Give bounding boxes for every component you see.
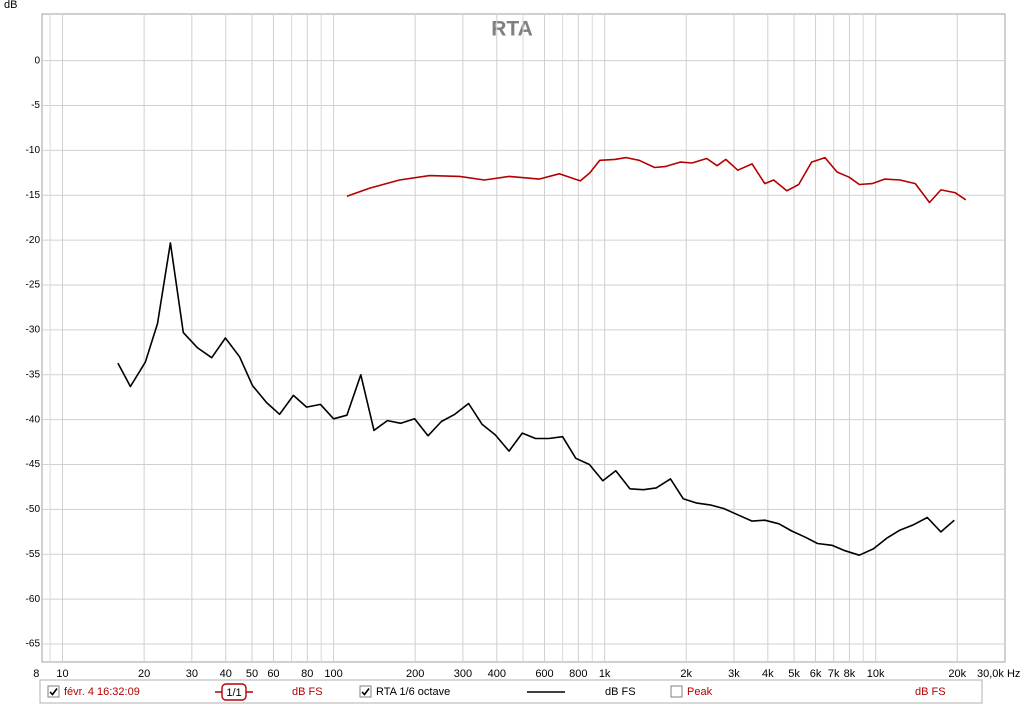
x-tick-label: 3k [728,668,740,680]
x-tick-label: 7k [828,668,840,680]
legend-box [39,679,983,704]
legend-label: févr. 4 16:32:09 [64,686,140,698]
legend-checkbox[interactable] [359,685,372,698]
x-tick-label: 8 [33,668,39,680]
x-tick-label: 2k [680,668,692,680]
y-tick-label: -25 [26,280,41,291]
x-tick-label: 60 [267,668,279,680]
y-tick-label: -40 [26,414,41,425]
x-tick-label: 20k [948,668,966,680]
y-tick-label: -20 [26,235,41,246]
y-tick-label: 0 [34,55,40,66]
x-tick-label: 100 [324,668,342,680]
x-tick-label: 6k [810,668,822,680]
x-tick-label: 10k [867,668,885,680]
y-tick-label: -45 [26,459,41,470]
checkmark [49,688,58,696]
y-tick-label: -55 [26,549,41,560]
x-tick-label: 300 [454,668,472,680]
legend-marker [221,683,247,701]
y-tick-label: -65 [26,639,41,650]
y-tick-label: -60 [26,594,41,605]
checkmark [361,688,370,696]
legend-unit: dB FS [292,686,323,698]
y-axis-label: dB [4,0,17,11]
legend-checkbox[interactable] [47,685,60,698]
x-tick-label: 30 [186,668,198,680]
y-tick-label: -5 [31,100,40,111]
data-line [346,156,967,204]
x-tick-label: 20 [138,668,150,680]
x-tick-label: 1k [599,668,611,680]
y-tick-label: -50 [26,504,41,515]
y-tick-label: -15 [26,190,41,201]
x-tick-label: 80 [301,668,313,680]
legend-label: RTA 1/6 octave [376,686,450,698]
x-tick-label: 200 [406,668,424,680]
y-tick-label: -10 [26,145,41,156]
data-line [117,242,955,556]
legend-marker-label: 1/1 [226,687,241,699]
x-tick-label: 600 [535,668,553,680]
legend-unit: dB FS [915,686,946,698]
x-tick-label: 8k [844,668,856,680]
x-tick-label: 400 [488,668,506,680]
x-tick-label: 4k [762,668,774,680]
x-tick-label: 50 [246,668,258,680]
legend-checkbox[interactable] [670,685,683,698]
legend-label: Peak [687,686,713,698]
y-tick-label: -35 [26,369,41,380]
x-tick-label: 10 [56,668,68,680]
x-tick-label: 40 [220,668,232,680]
y-tick-label: -30 [26,325,41,336]
chart-title: RTA [491,18,533,41]
x-tick-label: 30,0k Hz [977,668,1020,680]
legend-unit: dB FS [605,686,636,698]
x-tick-label: 800 [569,668,587,680]
x-tick-label: 5k [788,668,800,680]
